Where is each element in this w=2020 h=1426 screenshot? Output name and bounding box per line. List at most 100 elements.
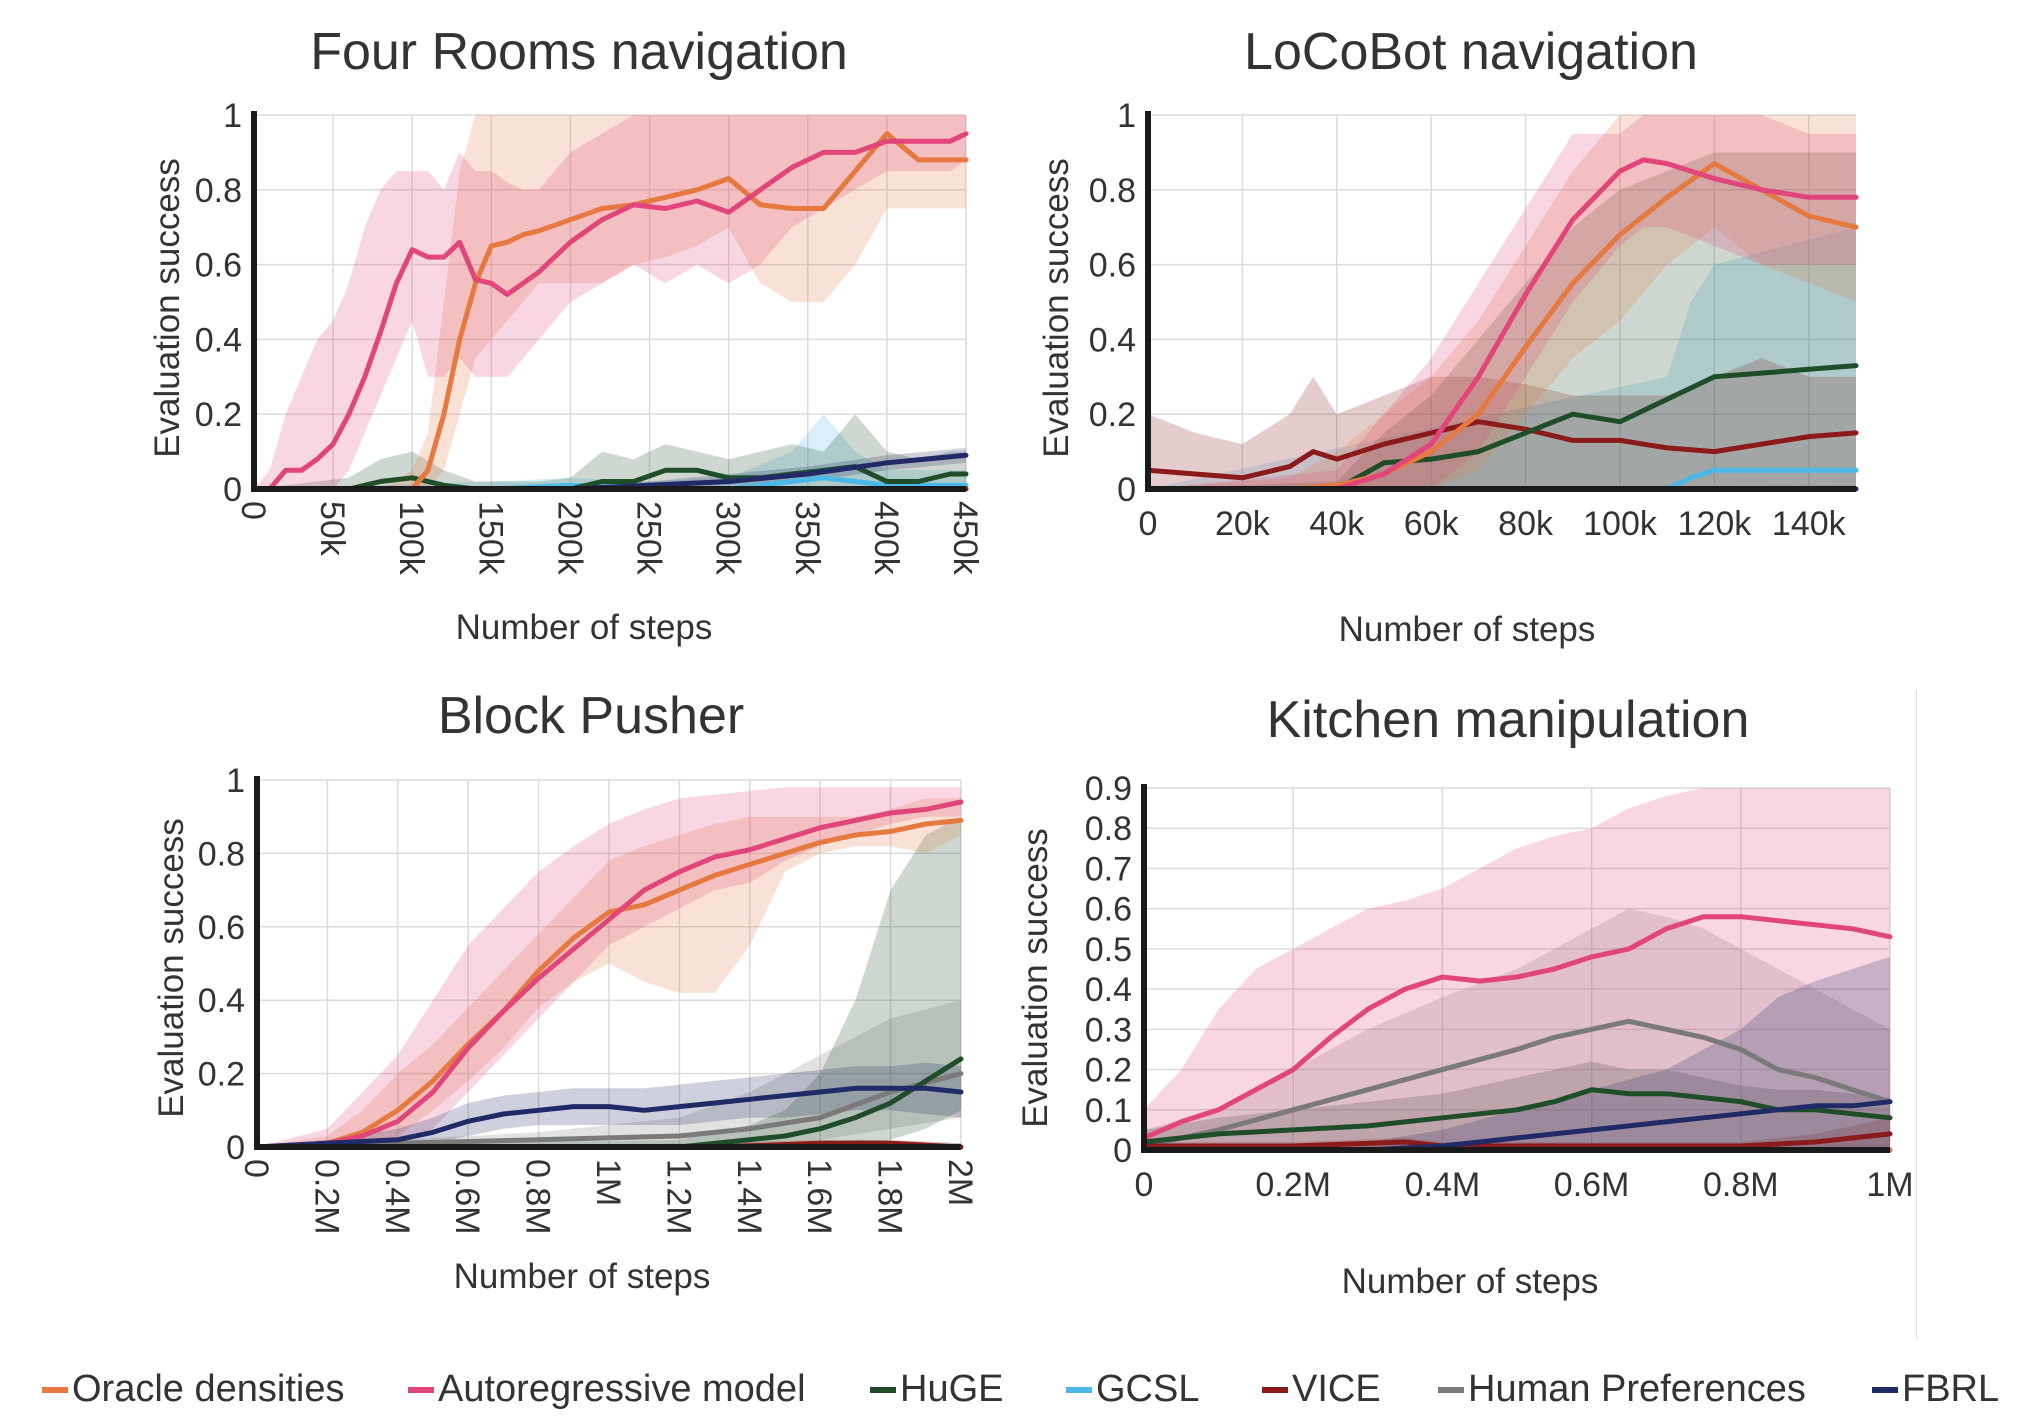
- y-tick-label: 0.6: [1089, 247, 1136, 285]
- line-autoregressive-model: [1145, 157, 1859, 492]
- legend: Oracle densities Autoregressive model Hu…: [0, 1368, 2020, 1422]
- x-tick-label: 0.8M: [1703, 1166, 1779, 1204]
- line-autoregressive-model: [1141, 914, 1893, 1141]
- x-tick-label: 1.4M: [730, 1159, 768, 1235]
- y-tick-label: 0.3: [1085, 1011, 1132, 1049]
- y-tick-label: 0.5: [1085, 931, 1132, 969]
- y-tick-label: 0.4: [1085, 971, 1132, 1009]
- y-tick-label: 0: [226, 1129, 245, 1167]
- x-tick-label: 0.2M: [1255, 1166, 1331, 1204]
- legend-swatch: [42, 1386, 68, 1393]
- chart-title: Kitchen manipulation: [1266, 691, 1750, 749]
- band-human-preferences: [1144, 908, 1890, 1150]
- band-gcsl: [1148, 227, 1856, 489]
- legend-item-huge: HuGE: [870, 1368, 1003, 1411]
- line-oracle-densities: [251, 131, 969, 492]
- x-tick-label: 140k: [1772, 505, 1847, 543]
- legend-item-autoregressive: Autoregressive model: [408, 1368, 806, 1411]
- x-tick-label: 50k: [313, 501, 351, 557]
- y-tick-label: 0.4: [198, 982, 245, 1020]
- x-tick-label: 0.6M: [448, 1159, 486, 1235]
- band-autoregressive-model: [1144, 788, 1890, 1150]
- line-autoregressive-model: [254, 799, 964, 1150]
- x-tick-label: 1.8M: [871, 1159, 909, 1235]
- y-tick-labels: 0 0.2 0.4 0.6 0.8 1: [198, 762, 245, 1167]
- band-autoregressive-model: [257, 787, 961, 1147]
- legend-item-vice: VICE: [1262, 1368, 1381, 1411]
- band-huge: [254, 414, 966, 489]
- x-tick-label: 0.2M: [307, 1159, 345, 1235]
- x-axis-label: Number of steps: [453, 1257, 711, 1296]
- y-tick-label: 0.2: [195, 396, 242, 434]
- line-vice: [1145, 419, 1859, 481]
- band-gcsl: [254, 414, 966, 489]
- legend-swatch: [408, 1386, 434, 1393]
- x-tick-labels: 0 0.2M 0.4M 0.6M 0.8M 1M: [1135, 1166, 1914, 1204]
- x-tick-label: 0.4M: [378, 1159, 416, 1235]
- x-tick-label: 350k: [788, 501, 826, 576]
- y-tick-label: 0.8: [198, 835, 245, 873]
- panel-divider: [1916, 690, 1917, 1340]
- y-tick-labels: 0 0.2 0.4 0.6 0.8 1: [195, 97, 242, 509]
- line-human-preferences: [254, 1071, 964, 1150]
- x-tick-label: 450k: [946, 501, 984, 576]
- y-tick-label: 1: [1117, 97, 1136, 135]
- chart-title: Four Rooms navigation: [310, 23, 848, 81]
- x-tick-label: 1.2M: [659, 1159, 697, 1235]
- x-tick-label: 0.8M: [519, 1159, 557, 1235]
- x-tick-label: 0: [1135, 1166, 1154, 1204]
- legend-item-human-preferences: Human Preferences: [1438, 1368, 1806, 1411]
- y-tick-label: 1: [226, 762, 245, 800]
- plot-area: [1144, 788, 1890, 1150]
- chart-title: LoCoBot navigation: [1244, 23, 1698, 81]
- x-tick-label: 1.6M: [800, 1159, 838, 1235]
- y-tick-label: 0.1: [1085, 1092, 1132, 1130]
- x-tick-label: 0: [234, 501, 272, 520]
- x-tick-labels: 0 50k 100k 150k 200k 250k 300k 350k 400k 450k: [234, 501, 984, 576]
- y-tick-label: 0.8: [1085, 810, 1132, 848]
- y-axis-label: Evaluation success: [1016, 828, 1055, 1128]
- band-huge: [257, 816, 961, 1147]
- legend-label: GCSL: [1096, 1368, 1200, 1410]
- x-tick-label: 0: [237, 1159, 275, 1178]
- y-tick-label: 0: [1117, 471, 1136, 509]
- line-human-preferences: [1141, 1018, 1893, 1149]
- band-human-preferences: [257, 1000, 961, 1147]
- x-tick-label: 0: [1139, 505, 1158, 543]
- legend-label: Autoregressive model: [438, 1368, 806, 1410]
- legend-swatch: [1438, 1386, 1464, 1393]
- y-tick-label: 0.2: [198, 1056, 245, 1094]
- legend-label: VICE: [1292, 1368, 1381, 1410]
- line-autoregressive-model: [251, 131, 969, 492]
- confidence-bands: [1144, 788, 1890, 1150]
- y-tick-label: 0.6: [198, 909, 245, 947]
- y-tick-label: 0.8: [1089, 172, 1136, 210]
- legend-item-oracle: Oracle densities: [42, 1368, 344, 1411]
- x-axis-label: Number of steps: [1338, 610, 1596, 649]
- band-huge: [1148, 152, 1856, 489]
- legend-swatch: [1262, 1386, 1288, 1393]
- band-autoregressive-model: [1148, 115, 1856, 489]
- x-tick-label: 400k: [867, 501, 905, 576]
- legend-item-gcsl: GCSL: [1066, 1368, 1199, 1411]
- legend-label: FBRL: [1902, 1368, 2000, 1410]
- y-tick-label: 0.9: [1085, 770, 1132, 808]
- band-oracle-densities: [257, 798, 961, 1147]
- line-huge: [251, 464, 969, 492]
- x-tick-label: 300k: [709, 501, 747, 576]
- x-tick-label: 1M: [589, 1159, 627, 1206]
- y-tick-labels: 0 0.2 0.4 0.6 0.8 1: [1089, 97, 1136, 509]
- x-tick-label: 1M: [1866, 1166, 1913, 1204]
- x-tick-label: 100k: [392, 501, 430, 576]
- x-tick-label: 100k: [1583, 505, 1658, 543]
- series-lines: [254, 799, 964, 1150]
- y-tick-label: 0.2: [1089, 396, 1136, 434]
- x-tick-label: 150k: [471, 501, 509, 576]
- x-axis-label: Number of steps: [455, 608, 713, 647]
- y-tick-label: 0.4: [195, 321, 242, 359]
- x-tick-label: 0.4M: [1405, 1166, 1481, 1204]
